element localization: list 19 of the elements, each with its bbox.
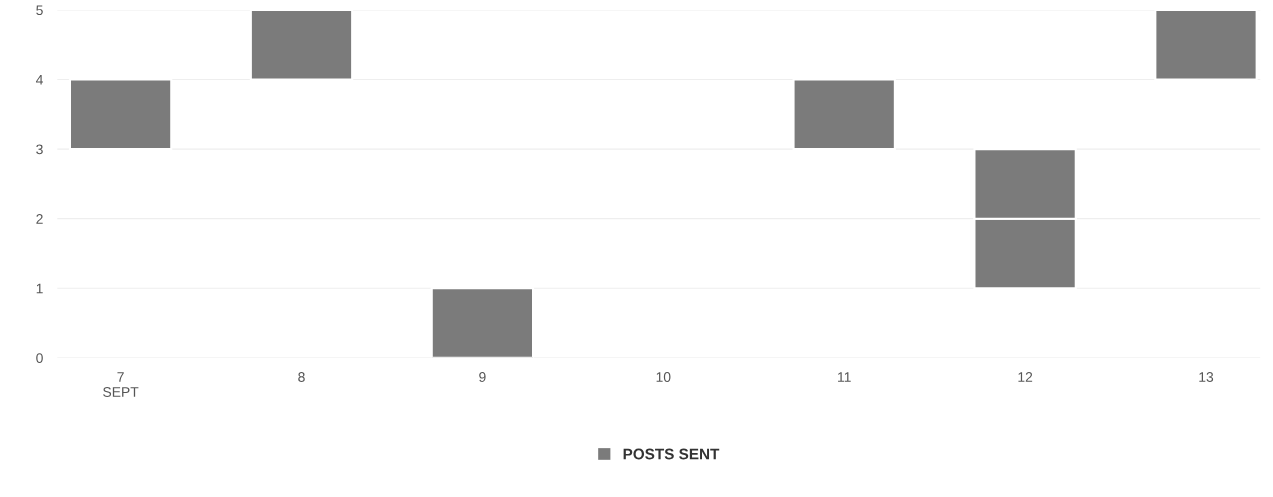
x-tick-label: 12 (1018, 372, 1033, 382)
bar (1154, 9, 1258, 81)
y-tick-label: 1 (36, 283, 43, 294)
bar (430, 287, 535, 358)
bar (249, 9, 354, 81)
y-tick-label: 4 (35, 75, 43, 85)
y-tick-label: 0 (36, 353, 43, 364)
y-tick-label: 2 (36, 214, 43, 224)
y-tick-label: 5 (36, 5, 43, 16)
bar (792, 78, 896, 151)
x-tick-label: 9 (479, 372, 486, 382)
x-tick-label: 8 (298, 372, 305, 382)
y-tick-label: 3 (36, 144, 43, 155)
x-tick-label: 13 (1199, 372, 1214, 382)
x-tick-label: 11 (838, 372, 851, 382)
x-tick-label: 7 SEPT (103, 372, 139, 397)
x-tick-label: 10 (656, 372, 671, 382)
bar (68, 78, 173, 151)
legend-label: POSTS SENT (623, 448, 720, 460)
